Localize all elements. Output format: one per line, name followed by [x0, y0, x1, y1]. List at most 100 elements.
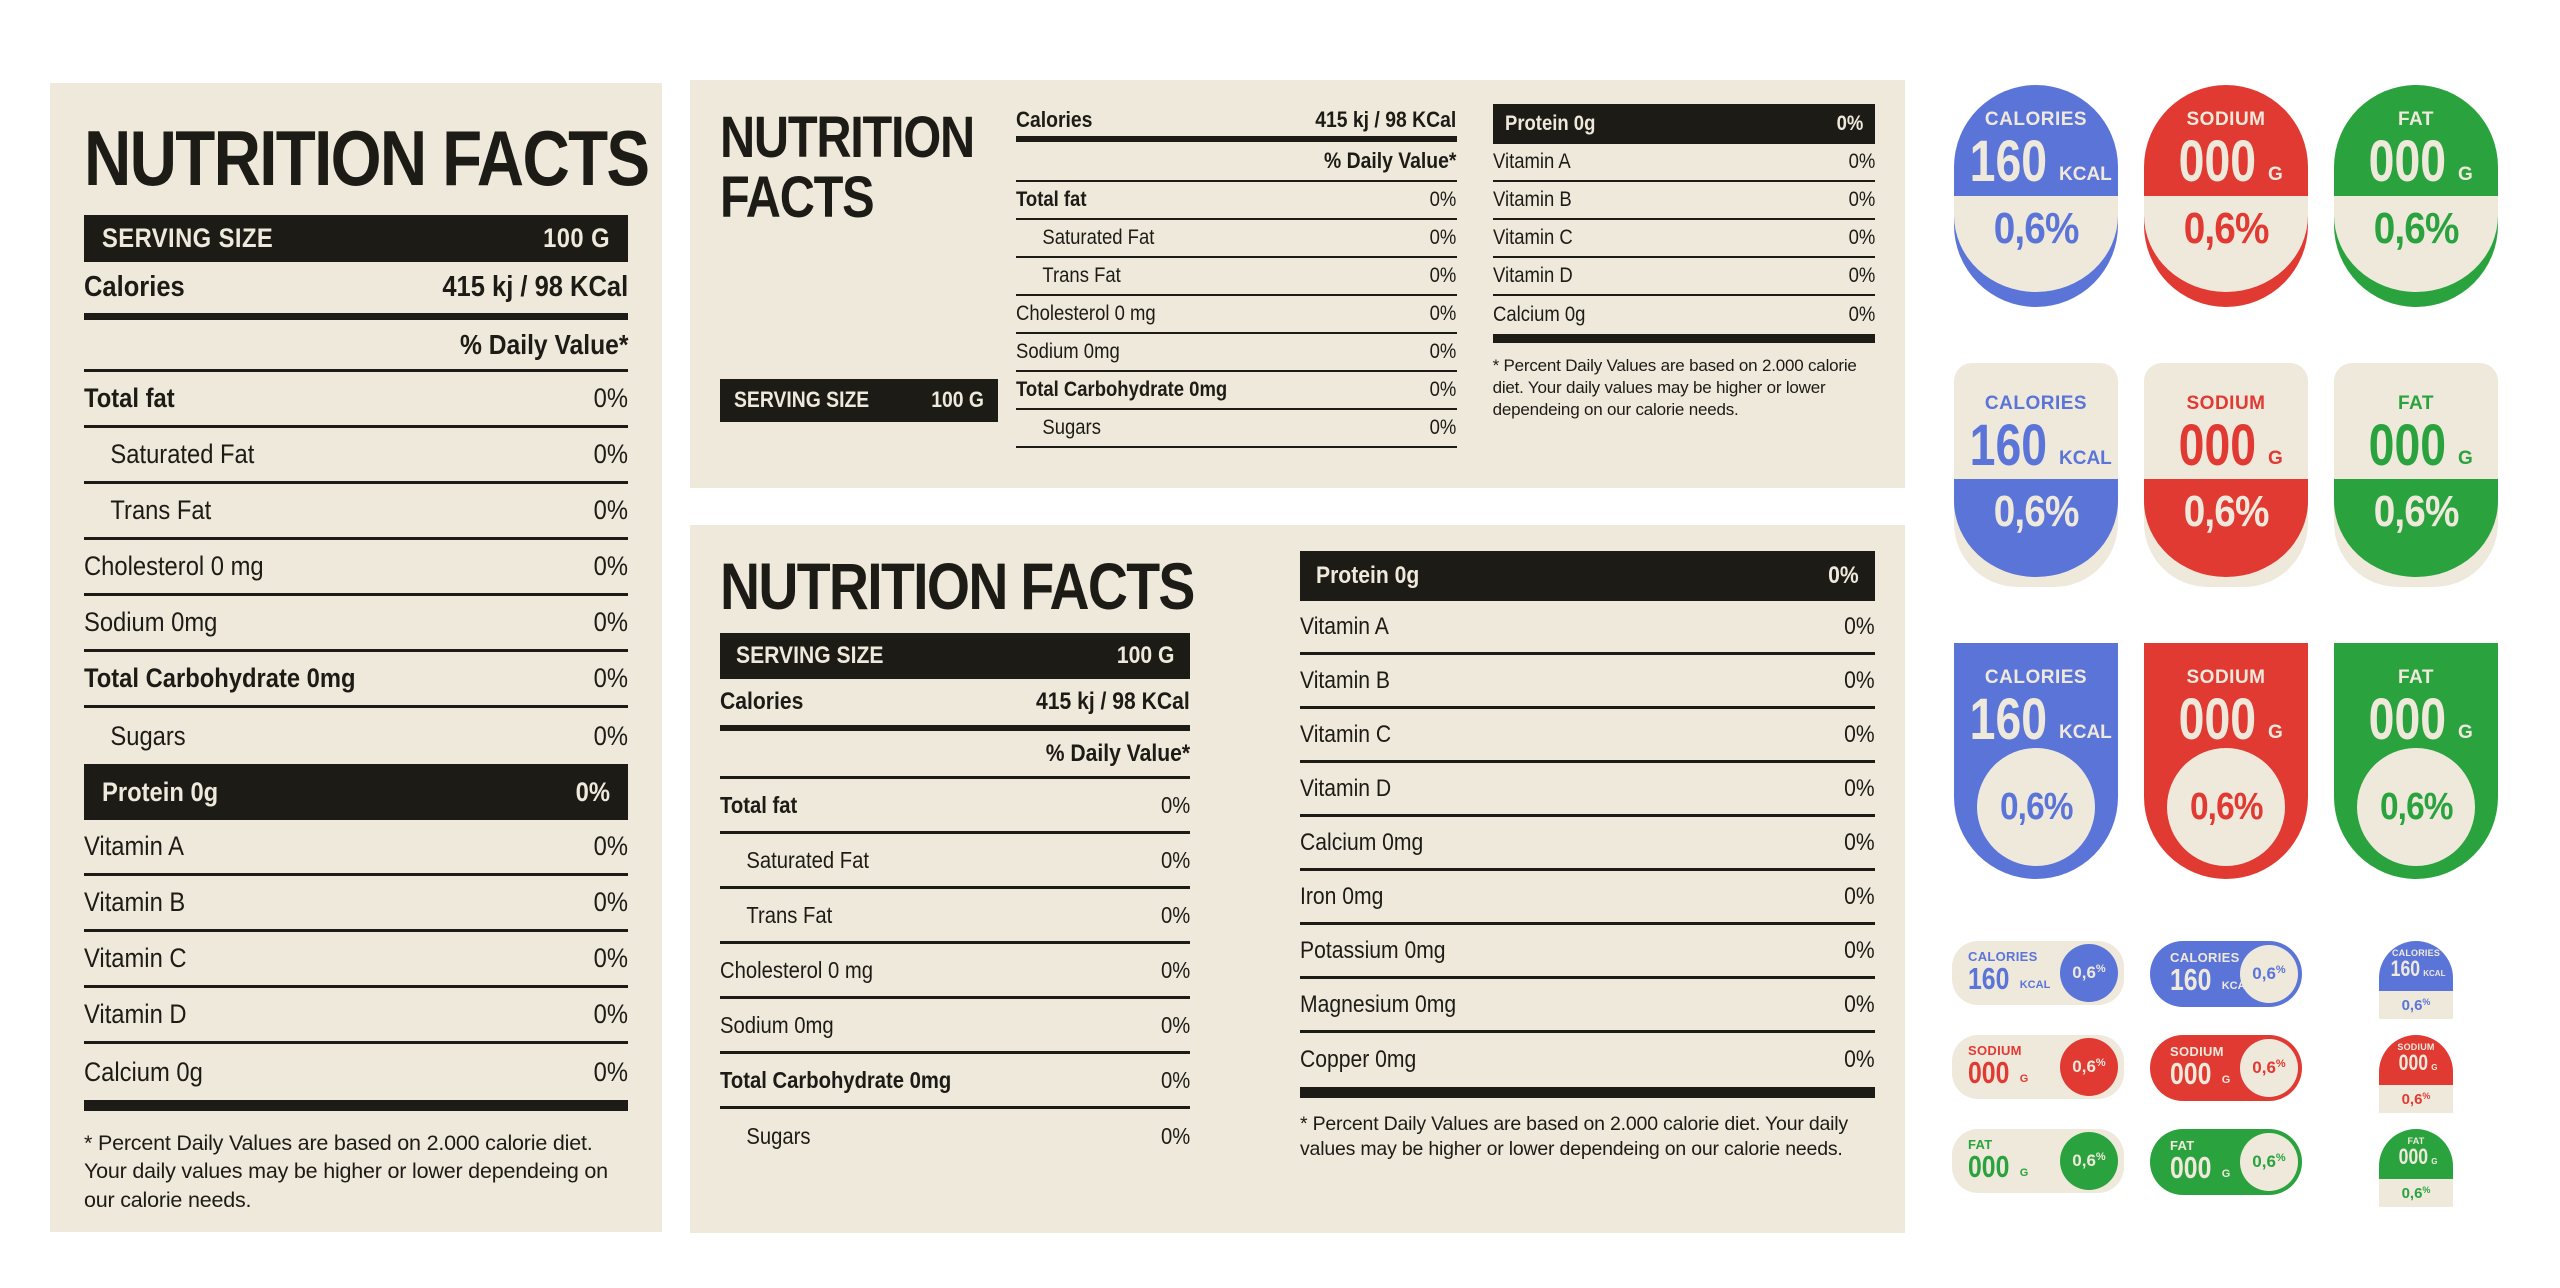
pill-paper-calories: CALORIES 160 KCAL 0,6%: [1952, 941, 2124, 1005]
mini-stack-sodium: SODIUM 000 G 0,6%: [2379, 1035, 2453, 1113]
compact-title-column: NUTRITION FACTS SERVING SIZE 100 G: [720, 104, 998, 464]
footer-divider: [1492, 334, 1875, 343]
wide-vitamins-column: Protein 0g 0% Vitamin A 0% Vitamin B 0% …: [1300, 551, 1875, 1207]
badge-tag-paper-sodium: SODIUM 000 G 0,6%: [2144, 363, 2308, 587]
nutrient-row-sodium: Sodium 0mg 0%: [720, 999, 1190, 1054]
percent-circle: 0,6%: [1977, 748, 2095, 866]
vitamin-row-c: Vitamin C 0%: [84, 932, 628, 988]
vitamin-row-c: Vitamin C 0%: [1492, 220, 1875, 258]
vitamin-row-a: Vitamin A 0%: [84, 820, 628, 876]
nutrient-row-saturated-fat: Saturated Fat 0%: [1016, 220, 1457, 258]
nutrition-label-wide: NUTRITION FACTS SERVING SIZE 100 G Calor…: [690, 525, 1905, 1233]
nutrient-row-total-fat: Total fat 0%: [84, 372, 628, 428]
pill-paper-sodium: SODIUM 000 G 0,6%: [1952, 1035, 2124, 1099]
badge-tag-paper-fat: FAT 000 G 0,6%: [2334, 363, 2498, 587]
percent-circle: 0,6%: [2357, 748, 2475, 866]
percent-circle: 0,6%: [2240, 1133, 2298, 1191]
percent-circle: 0,6%: [2240, 1039, 2298, 1097]
nutrient-row-cholesterol: Cholesterol 0 mg 0%: [1016, 296, 1457, 334]
badge-oval-fat: FAT 000 G 0,6%: [2334, 85, 2498, 307]
pill-color-fat: FAT 000 G 0,6%: [2150, 1129, 2302, 1195]
mini-stack-calories: CALORIES 160 KCAL 0,6%: [2379, 941, 2453, 1019]
badge-row-oval: CALORIES 160 KCAL 0,6% SODIUM 000 G 0,6% F…: [1952, 85, 2500, 307]
nutrition-label-detailed: NUTRITION FACTS SERVING SIZE 100 G Calor…: [50, 83, 662, 1232]
percent-circle: 0,6%: [2060, 1038, 2118, 1096]
nutrient-row-total-fat: Total fat 0%: [1016, 182, 1457, 220]
badge-tag-paper-calories: CALORIES 160 KCAL 0,6%: [1954, 363, 2118, 587]
mineral-row-copper: Copper 0mg 0%: [1300, 1046, 1875, 1073]
nutrient-row-trans-fat: Trans Fat 0%: [84, 484, 628, 540]
badge-tag-color-sodium: SODIUM 000 G 0,6%: [2144, 643, 2308, 879]
calories-row: Calories 415 kj / 98 KCal: [84, 262, 628, 320]
vitamin-row-calcium: Calcium 0g 0%: [1492, 303, 1875, 326]
footer-divider: [84, 1100, 628, 1111]
daily-value-footnote: * Percent Daily Values are based on 2.00…: [1492, 356, 1857, 420]
mini-dome: FAT 000 G: [2379, 1129, 2453, 1179]
daily-value-header: % Daily Value*: [84, 320, 628, 372]
vitamin-row-c: Vitamin C 0%: [1300, 709, 1875, 763]
pill-paper-fat: FAT 000 G 0,6%: [1952, 1129, 2124, 1193]
badge-row-tag-color: CALORIES 160 KCAL 0,6% SODIUM 000 G 0,6% F…: [1952, 587, 2500, 879]
label-title: NUTRITION FACTS: [720, 549, 1195, 623]
badge-row-mini-sodium: SODIUM 000 G 0,6% SODIUM 000 G 0,6% SODIUM…: [1952, 1035, 2500, 1113]
vitamin-row-d: Vitamin D 0%: [84, 988, 628, 1044]
badge-oval-calories: CALORIES 160 KCAL 0,6%: [1954, 85, 2118, 307]
vitamin-row-d: Vitamin D 0%: [1300, 763, 1875, 817]
nutrient-row-sugars: Sugars 0%: [746, 1123, 1190, 1149]
protein-row: Protein 0g 0%: [1300, 551, 1875, 601]
nutrient-row-cholesterol: Cholesterol 0 mg 0%: [84, 540, 628, 596]
vitamin-row-a: Vitamin A 0%: [1300, 601, 1875, 655]
vitamin-row-b: Vitamin B 0%: [1300, 655, 1875, 709]
nutrient-row-sugars: Sugars 0%: [110, 720, 628, 751]
vitamin-row-b: Vitamin B 0%: [1492, 182, 1875, 220]
mineral-row-calcium: Calcium 0mg 0%: [1300, 817, 1875, 871]
calories-row: Calories 415 kj / 98 KCal: [1016, 104, 1457, 142]
vitamin-row-d: Vitamin D 0%: [1492, 258, 1875, 296]
mineral-row-potassium: Potassium 0mg 0%: [1300, 925, 1875, 979]
mini-percent: 0,6%: [2379, 1085, 2453, 1113]
protein-row: Protein 0g 0%: [84, 764, 628, 820]
mineral-row-iron: Iron 0mg 0%: [1300, 871, 1875, 925]
label-title: NUTRITION FACTS: [84, 114, 650, 202]
badge-tag-color-fat: FAT 000 G 0,6%: [2334, 643, 2498, 879]
vitamin-row-calcium: Calcium 0g 0%: [84, 1056, 628, 1087]
percent-bowl: 0,6%: [2144, 479, 2308, 577]
daily-value-header: % Daily Value*: [720, 731, 1190, 779]
serving-size-bar: SERVING SIZE 100 G: [84, 215, 628, 262]
nutrient-row-sugars: Sugars 0%: [1016, 410, 1457, 448]
nutrient-row-sodium: Sodium 0mg 0%: [1016, 334, 1457, 372]
daily-value-footnote: * Percent Daily Values are based on 2.00…: [84, 1131, 608, 1212]
percent-circle: 0,6%: [2240, 945, 2298, 1003]
nutrient-row-total-fat: Total fat 0%: [720, 779, 1190, 834]
mineral-row-magnesium: Magnesium 0mg 0%: [1300, 979, 1875, 1033]
mini-dome: SODIUM 000 G: [2379, 1035, 2453, 1085]
compact-nutrients-column: Calories 415 kj / 98 KCal % Daily Value*…: [1016, 104, 1457, 464]
daily-value-footnote: * Percent Daily Values are based on 2.00…: [1300, 1113, 1848, 1161]
badge-row-mini-fat: FAT 000 G 0,6% FAT 000 G 0,6% FAT 000 G 0,6…: [1952, 1129, 2500, 1207]
badge-set: CALORIES 160 KCAL 0,6% SODIUM 000 G 0,6% F…: [1952, 85, 2500, 1207]
percent-bowl: 0,6%: [2334, 196, 2498, 292]
calories-row: Calories 415 kj / 98 KCal: [720, 679, 1190, 731]
serving-size-label: SERVING SIZE: [102, 223, 274, 253]
percent-bowl: 0,6%: [1954, 479, 2118, 577]
serving-size-bar: SERVING SIZE 100 G: [720, 633, 1190, 679]
compact-vitamins-column: Protein 0g 0% Vitamin A 0% Vitamin B 0% …: [1492, 104, 1875, 464]
wide-nutrients-column: NUTRITION FACTS SERVING SIZE 100 G Calor…: [720, 549, 1195, 1207]
badge-oval-sodium: SODIUM 000 G 0,6%: [2144, 85, 2308, 307]
mini-percent: 0,6%: [2379, 1179, 2453, 1207]
percent-circle: 0,6%: [2167, 748, 2285, 866]
footer-divider: [1300, 1087, 1875, 1098]
nutrient-row-cholesterol: Cholesterol 0 mg 0%: [720, 944, 1190, 999]
nutrient-row-sodium: Sodium 0mg 0%: [84, 596, 628, 652]
label-title: NUTRITION FACTS: [720, 105, 975, 231]
mini-percent: 0,6%: [2379, 991, 2453, 1019]
serving-size-value: 100 G: [543, 223, 610, 253]
percent-circle: 0,6%: [2060, 1132, 2118, 1190]
protein-row: Protein 0g 0%: [1492, 104, 1875, 144]
daily-value-header: % Daily Value*: [1016, 142, 1457, 182]
vitamin-row-a: Vitamin A 0%: [1492, 144, 1875, 182]
pill-color-calories: CALORIES 160 KCAL 0,6%: [2150, 941, 2302, 1007]
nutrient-row-carbohydrate: Total Carbohydrate 0mg 0%: [720, 1054, 1190, 1109]
nutrient-row-carbohydrate: Total Carbohydrate 0mg 0%: [1016, 372, 1457, 410]
